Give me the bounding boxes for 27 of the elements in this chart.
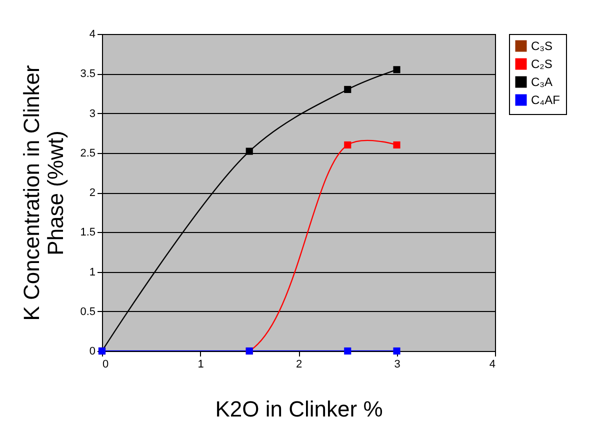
x-tick-label: 3 bbox=[394, 358, 400, 370]
y-tick-label: 0 bbox=[89, 346, 96, 358]
y-tick-label: 1 bbox=[89, 266, 96, 278]
x-tick-label: 0 bbox=[102, 358, 109, 370]
y-tick-label: 3.5 bbox=[80, 68, 96, 80]
x-tick-label: 2 bbox=[296, 358, 302, 370]
point bbox=[393, 66, 400, 74]
y-tick-label: 0.5 bbox=[80, 306, 96, 318]
y-axis-title: K Concentration in Clinker Phase (%wt) bbox=[19, 65, 68, 321]
x-tick-label: 1 bbox=[198, 358, 204, 370]
point bbox=[344, 86, 352, 94]
x-tick-label: 4 bbox=[489, 358, 496, 370]
x-axis-title: K2O in Clinker % bbox=[215, 396, 383, 422]
y-tick-label: 2 bbox=[89, 187, 96, 199]
y-tick-label: 4 bbox=[89, 28, 96, 40]
point bbox=[344, 347, 352, 355]
point bbox=[393, 347, 400, 355]
legend-label: C₃A bbox=[531, 75, 553, 89]
legend-label: C₂S bbox=[531, 57, 552, 71]
point bbox=[393, 141, 400, 148]
y-tick-label: 3 bbox=[89, 108, 96, 120]
legend-label: C₃S bbox=[531, 39, 553, 53]
point bbox=[246, 148, 253, 155]
y-tick-label: 2.5 bbox=[80, 147, 96, 160]
y-tick-label: 1.5 bbox=[80, 226, 96, 239]
legend-label: C₄AF bbox=[531, 93, 560, 107]
point bbox=[344, 141, 352, 148]
